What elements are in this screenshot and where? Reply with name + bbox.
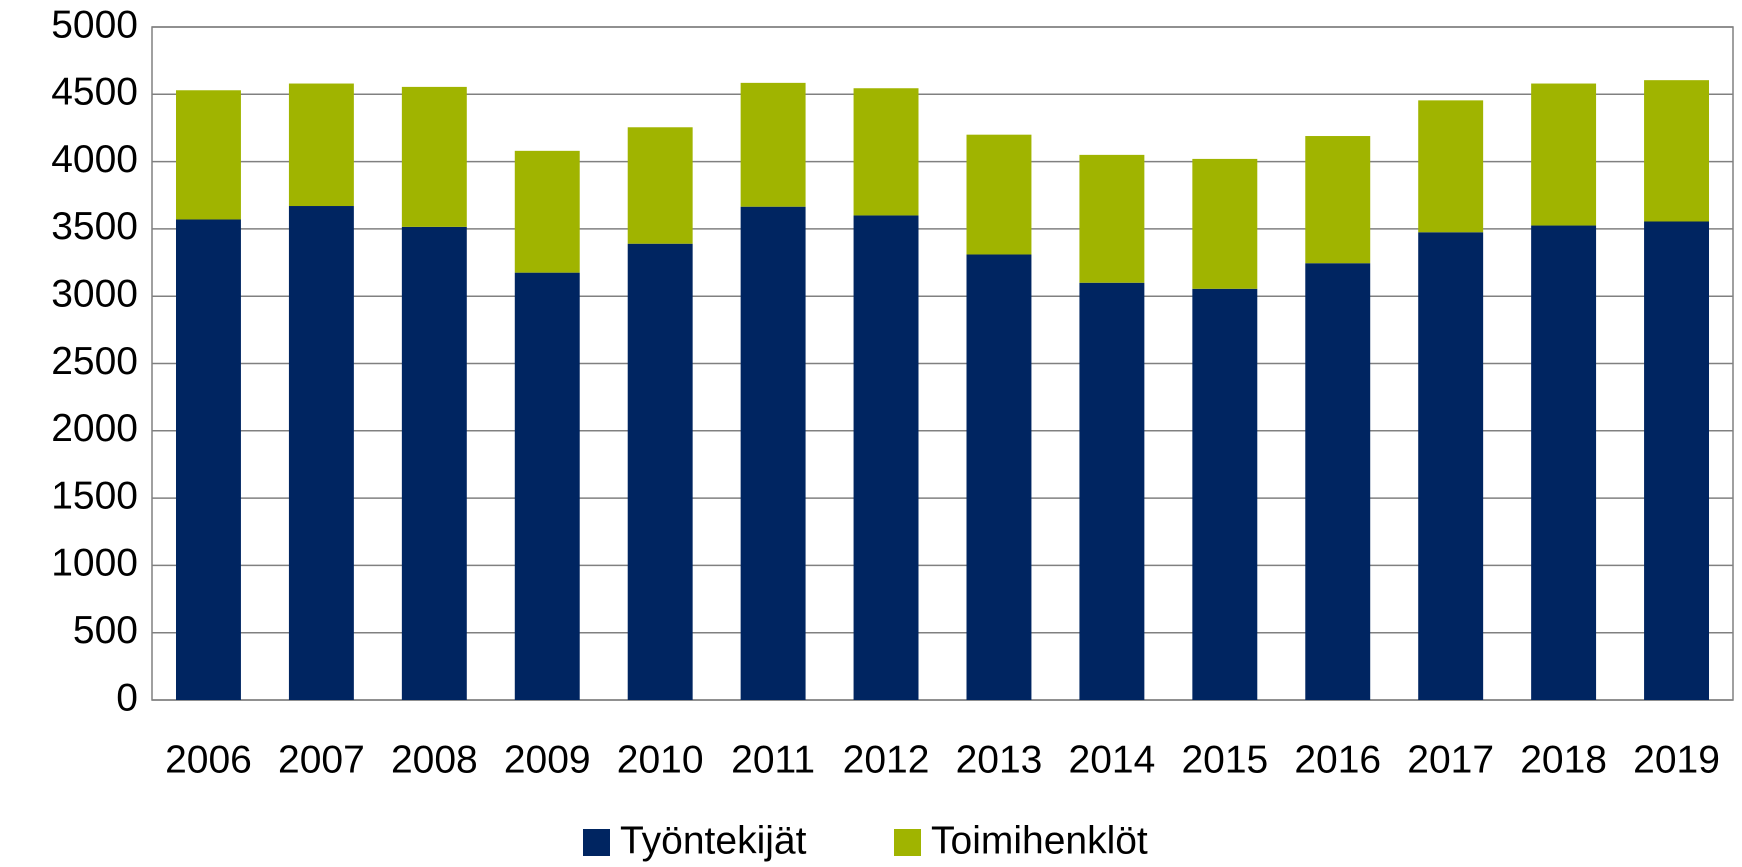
x-tick-label: 2018: [1520, 738, 1607, 781]
bar-segment: [1305, 263, 1371, 700]
bar-segment: [175, 90, 241, 220]
bar-segment: [1644, 80, 1710, 222]
bar-segment: [288, 206, 354, 700]
bar-segment: [740, 82, 806, 207]
y-tick-label: 1000: [51, 542, 138, 585]
x-tick-label: 2008: [391, 738, 478, 781]
bar-segment: [1418, 100, 1484, 233]
bar-segment: [514, 150, 580, 273]
bar-segment: [740, 206, 806, 701]
bar-segment: [853, 215, 919, 700]
bar-segment: [853, 88, 919, 216]
legend-label: Toimihenklöt: [931, 819, 1148, 862]
x-tick-label: 2017: [1407, 738, 1494, 781]
legend-swatch: [583, 829, 610, 856]
bar-segment: [1418, 232, 1484, 700]
y-tick-label: 2500: [51, 340, 138, 383]
x-tick-label: 2015: [1181, 738, 1268, 781]
bar-segment: [401, 226, 467, 701]
legend-label: Työntekijät: [620, 819, 807, 862]
bar-segment: [1079, 154, 1145, 283]
x-tick-label: 2009: [504, 738, 591, 781]
legend-swatch: [894, 829, 921, 856]
bar-segment: [1192, 158, 1258, 289]
bar-segment: [627, 243, 693, 700]
x-tick-label: 2006: [165, 738, 252, 781]
y-tick-label: 4500: [51, 71, 138, 114]
y-tick-label: 3500: [51, 205, 138, 248]
bar-segment: [175, 219, 241, 700]
x-tick-label: 2019: [1633, 738, 1720, 781]
y-tick-label: 1500: [51, 474, 138, 517]
bar-segment: [288, 83, 354, 207]
bar-segment: [1305, 136, 1371, 264]
y-tick-label: 2000: [51, 407, 138, 450]
bar-segment: [1079, 282, 1145, 700]
x-tick-label: 2016: [1294, 738, 1381, 781]
y-tick-label: 3000: [51, 272, 138, 315]
bar-segment: [401, 86, 467, 227]
bar-segment: [966, 134, 1032, 255]
x-tick-label: 2012: [843, 738, 930, 781]
bar-segment: [966, 254, 1032, 700]
bar-segment: [1531, 83, 1597, 226]
x-tick-label: 2007: [278, 738, 365, 781]
y-tick-label: 0: [116, 676, 138, 719]
x-tick-label: 2014: [1069, 738, 1156, 781]
bar-segment: [1531, 225, 1597, 700]
y-tick-label: 500: [73, 609, 138, 652]
bar-segment: [514, 272, 580, 700]
bar-segment: [1192, 288, 1258, 700]
bar-segment: [1644, 221, 1710, 700]
y-tick-label: 4000: [51, 138, 138, 181]
bar-segment: [627, 127, 693, 244]
y-tick-label: 5000: [51, 3, 138, 46]
plot-border: [151, 26, 1734, 701]
x-tick-label: 2010: [617, 738, 704, 781]
x-tick-label: 2011: [731, 738, 815, 781]
x-tick-label: 2013: [956, 738, 1043, 781]
